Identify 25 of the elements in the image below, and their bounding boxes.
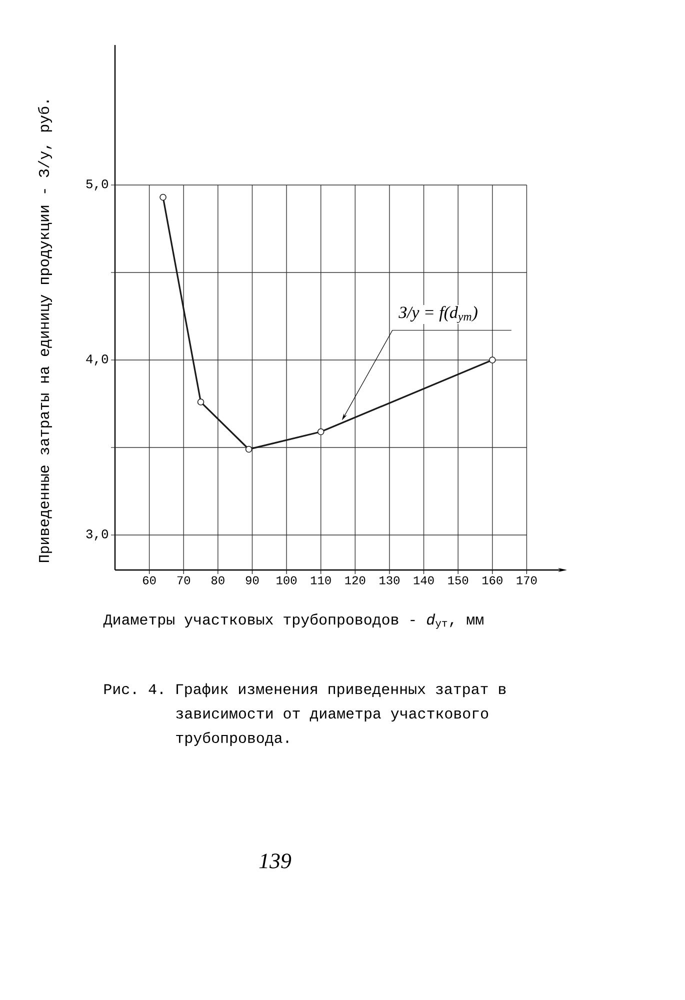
y-tick-label: 3,0 (86, 530, 108, 540)
point (197, 398, 204, 406)
point (245, 446, 252, 453)
point (160, 194, 166, 201)
x-tick-label: 120 (345, 576, 366, 584)
text: Рис. 4. График изменения приведенных затрат в зависимости от диаметра участкового трубопровода. (104, 683, 506, 746)
x-tick-label: 140 (414, 576, 434, 584)
x-tick-label: 60 (143, 576, 156, 584)
x-tick-label: 70 (177, 576, 190, 584)
annotation: З/у = f(d$_{ут}$) (398, 306, 478, 324)
x-tick-label: 170 (516, 576, 537, 584)
y-tick-label: 4,0 (86, 354, 108, 366)
x-axis-title: Диаметры участковых трубопроводов - d$_{ут}$, мм (103, 614, 484, 629)
point (488, 356, 496, 364)
x-tick-label: 150 (448, 576, 468, 584)
x-tick-label: 100 (276, 576, 297, 584)
y-tick-label: 5,0 (86, 180, 108, 190)
text: 139 (259, 854, 292, 868)
x-tick-label: 90 (246, 576, 259, 584)
x-tick-label: 160 (482, 576, 502, 584)
x-tick-label: 110 (310, 576, 331, 584)
y-axis-title: Приведенные затраты на единицу продукции - З/у, руб. (38, 100, 52, 562)
point (317, 428, 324, 436)
x-tick-label: 80 (212, 576, 224, 584)
x-tick-label: 130 (380, 576, 400, 584)
